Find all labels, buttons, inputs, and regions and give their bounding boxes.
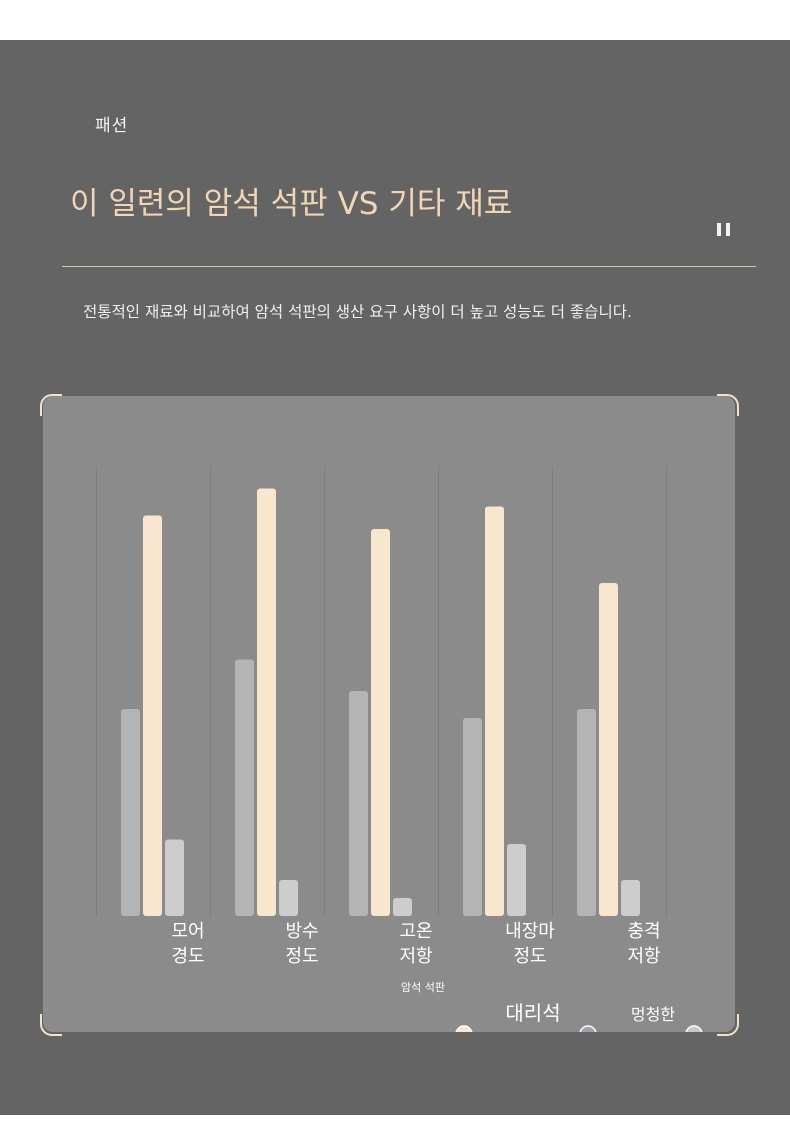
description: 전통적인 재료와 비교하여 암석 석판의 생산 요구 사항이 더 높고 성능도 … bbox=[83, 303, 632, 321]
content-panel: 패션 이 일련의 암석 석판 VS 기타 재료 전통적인 재료와 비교하여 암석… bbox=[0, 40, 790, 1115]
pause-icon[interactable] bbox=[716, 223, 732, 236]
bar bbox=[393, 898, 412, 916]
bar bbox=[165, 839, 184, 916]
corner-decoration bbox=[40, 394, 62, 416]
bar bbox=[143, 515, 162, 916]
bar bbox=[463, 718, 482, 916]
category-tag: 패션 bbox=[95, 116, 129, 136]
bar bbox=[599, 583, 618, 916]
page-title: 이 일련의 암석 석판 VS 기타 재료 bbox=[70, 186, 513, 222]
corner-decoration bbox=[717, 1014, 739, 1036]
divider bbox=[62, 266, 756, 267]
bar bbox=[371, 529, 390, 916]
bar bbox=[485, 506, 504, 916]
x-tick-label: 방수 bbox=[285, 921, 318, 942]
bar bbox=[621, 880, 640, 916]
x-tick-label: 충격 bbox=[627, 921, 660, 942]
x-tick-label: 모어 bbox=[171, 921, 204, 942]
x-tick-label: 정도 bbox=[513, 946, 546, 967]
corner-decoration bbox=[717, 394, 739, 416]
x-tick-label: 저항 bbox=[627, 946, 660, 967]
x-tick-label: 내장마 bbox=[505, 921, 555, 942]
x-tick-label: 저항 bbox=[399, 946, 432, 967]
legend-label: 대리석 bbox=[505, 1001, 560, 1025]
legend-label: 암석 석판 bbox=[401, 981, 445, 994]
legend-marker bbox=[685, 1025, 703, 1032]
legend-label: 멍청한 bbox=[631, 1005, 675, 1024]
bar bbox=[235, 659, 254, 916]
legend-marker bbox=[455, 1025, 473, 1032]
legend-marker bbox=[579, 1025, 597, 1032]
bar bbox=[257, 488, 276, 916]
x-tick-label: 경도 bbox=[171, 946, 204, 967]
x-tick-label: 정도 bbox=[285, 946, 318, 967]
x-tick-label: 고온 bbox=[399, 921, 432, 942]
bar bbox=[507, 844, 526, 916]
bar bbox=[279, 880, 298, 916]
bar bbox=[577, 709, 596, 916]
corner-decoration bbox=[40, 1014, 62, 1036]
bar bbox=[121, 709, 140, 916]
bar bbox=[349, 691, 368, 916]
